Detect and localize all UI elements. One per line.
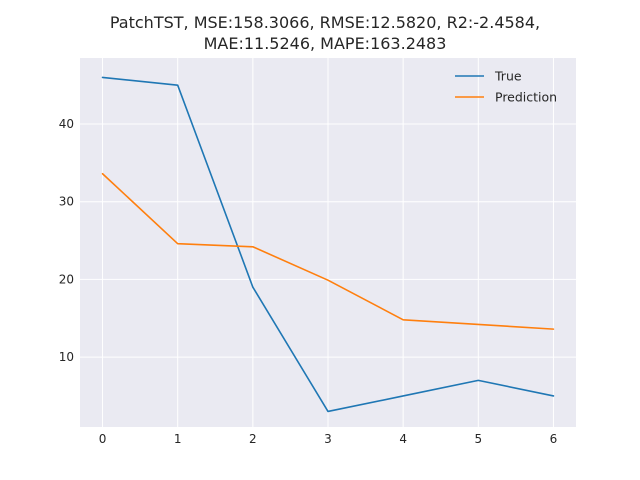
series-line-prediction xyxy=(101,172,555,330)
y-tick-label: 40 xyxy=(59,117,74,131)
y-tick-label: 30 xyxy=(59,195,74,209)
x-axis-ticks: 0 1 2 3 4 5 6 xyxy=(99,432,558,446)
x-tick-label: 4 xyxy=(399,432,407,446)
y-axis-ticks: 10 20 30 40 xyxy=(59,117,74,364)
chart-title-line-2: MAE:11.5246, MAPE:163.2483 xyxy=(204,34,447,53)
x-tick-label: 0 xyxy=(99,432,107,446)
y-tick-label: 10 xyxy=(59,350,74,364)
series-line-true xyxy=(101,76,555,413)
x-tick-label: 2 xyxy=(249,432,257,446)
chart-title-line-1: PatchTST, MSE:158.3066, RMSE:12.5820, R2… xyxy=(110,13,540,32)
legend-label-true: True xyxy=(494,69,522,84)
x-tick-label: 5 xyxy=(474,432,482,446)
x-tick-label: 1 xyxy=(174,432,182,446)
series-lines xyxy=(101,76,555,413)
x-tick-label: 6 xyxy=(550,432,558,446)
legend-label-prediction: Prediction xyxy=(495,90,557,105)
y-tick-label: 20 xyxy=(59,272,74,286)
grid-lines xyxy=(80,58,576,427)
x-tick-label: 3 xyxy=(324,432,332,446)
legend: True Prediction xyxy=(455,69,557,105)
